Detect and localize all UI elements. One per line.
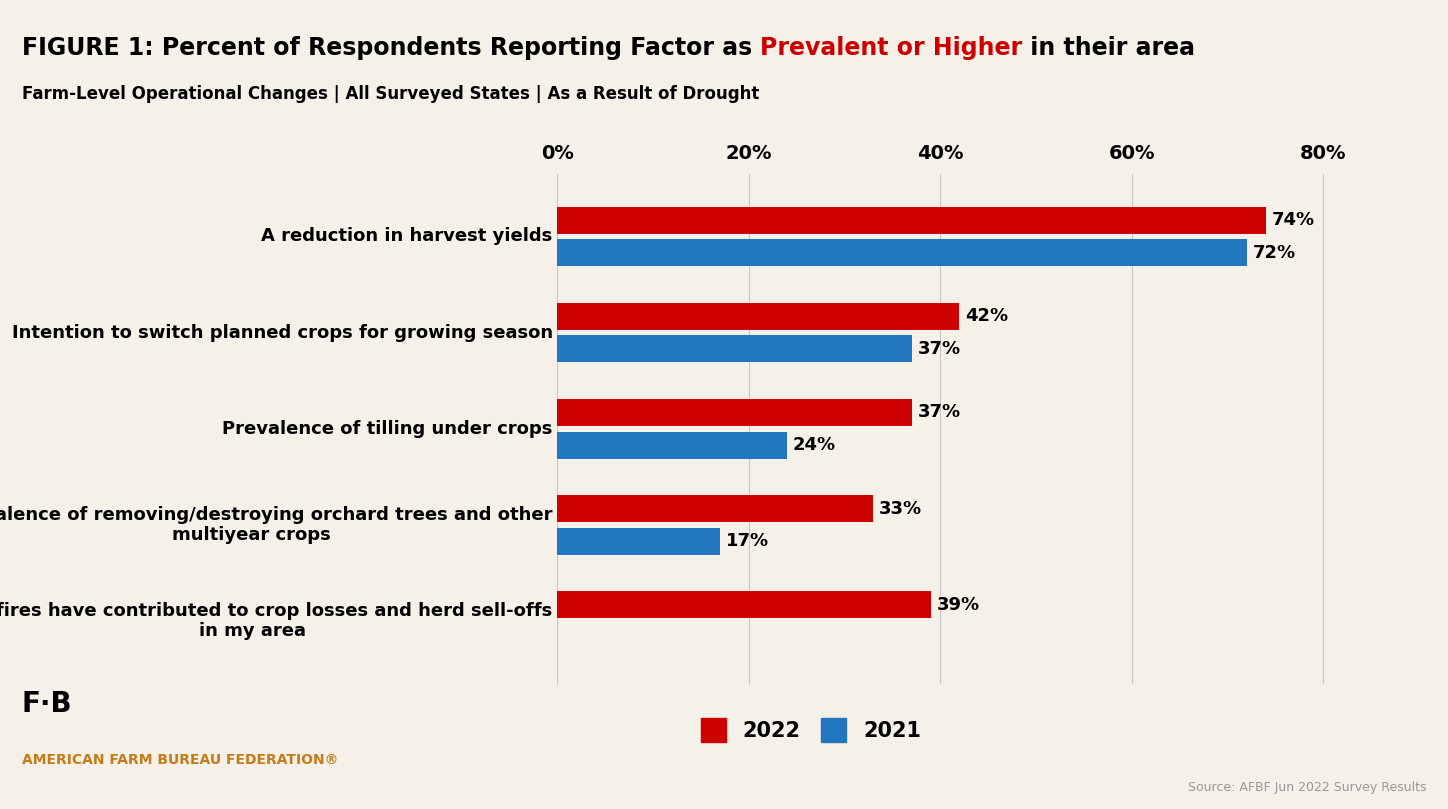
Text: Source: AFBF Jun 2022 Survey Results: Source: AFBF Jun 2022 Survey Results (1187, 781, 1426, 794)
Text: 39%: 39% (937, 595, 980, 614)
Text: 24%: 24% (794, 436, 835, 454)
Text: Prevalence of removing/destroying orchard trees and other
multiyear crops: Prevalence of removing/destroying orchar… (0, 506, 553, 544)
Text: F·B: F·B (22, 690, 72, 718)
Text: Wildfires have contributed to crop losses and herd sell-offs
in my area: Wildfires have contributed to crop losse… (0, 602, 553, 641)
Bar (557, 495, 873, 522)
Text: 17%: 17% (725, 532, 769, 550)
Text: 74%: 74% (1271, 211, 1315, 229)
Text: Prevalent or Higher: Prevalent or Higher (760, 36, 1022, 61)
Bar (557, 527, 720, 555)
Bar (557, 432, 788, 459)
Bar (557, 591, 931, 618)
Bar (557, 303, 960, 330)
Text: 37%: 37% (918, 340, 960, 358)
Text: Prevalence of tilling under crops: Prevalence of tilling under crops (223, 420, 553, 438)
Text: in their area: in their area (1022, 36, 1196, 61)
Text: 42%: 42% (966, 307, 1008, 325)
Text: FIGURE 1: Percent of Respondents Reporting Factor as: FIGURE 1: Percent of Respondents Reporti… (22, 36, 760, 61)
Text: 33%: 33% (879, 500, 922, 518)
Text: Intention to switch planned crops for growing season: Intention to switch planned crops for gr… (12, 324, 553, 341)
Text: A reduction in harvest yields: A reduction in harvest yields (262, 227, 553, 245)
Bar (557, 239, 1247, 266)
Bar (557, 336, 912, 362)
Bar (557, 206, 1266, 234)
Bar (557, 399, 912, 426)
Text: 37%: 37% (918, 404, 960, 421)
Legend: 2022, 2021: 2022, 2021 (692, 709, 930, 750)
Text: AMERICAN FARM BUREAU FEDERATION®: AMERICAN FARM BUREAU FEDERATION® (22, 753, 337, 768)
Text: 72%: 72% (1253, 244, 1296, 262)
Text: Farm-Level Operational Changes | All Surveyed States | As a Result of Drought: Farm-Level Operational Changes | All Sur… (22, 85, 759, 103)
